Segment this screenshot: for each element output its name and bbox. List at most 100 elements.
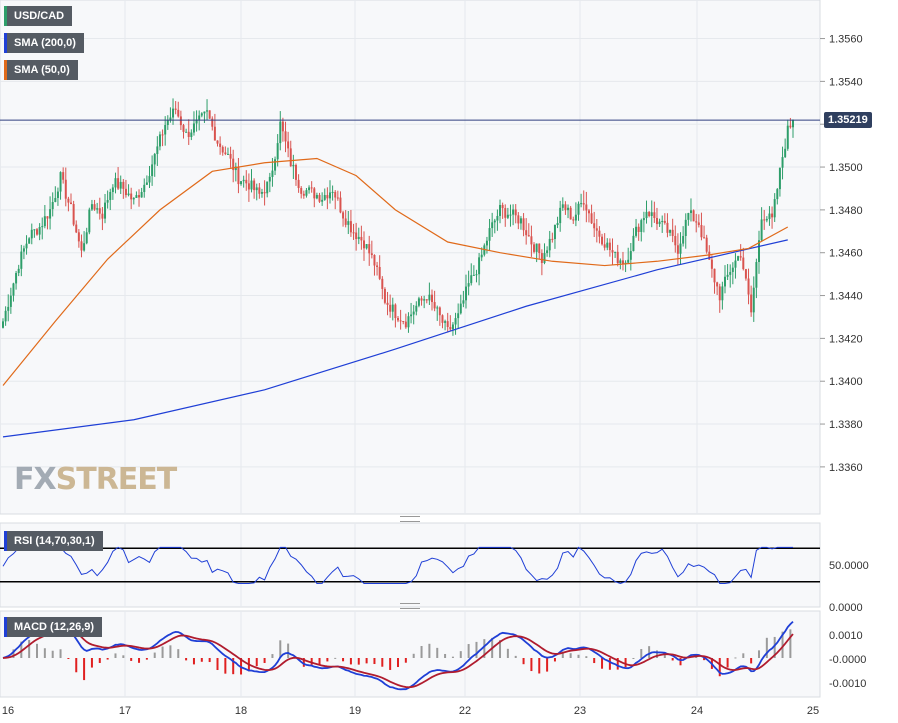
- candle-190: [499, 199, 502, 224]
- candle-body-248: [650, 212, 653, 217]
- candle-244: [640, 218, 643, 242]
- candle-21: [56, 187, 59, 206]
- candle-body-153: [402, 320, 405, 322]
- candle-102: [268, 172, 271, 193]
- candle-body-67: [177, 109, 180, 117]
- candle-body-129: [339, 197, 342, 213]
- candle-136: [357, 227, 360, 245]
- candle-175: [459, 294, 462, 315]
- macd-hist-bar-130: [342, 658, 345, 662]
- candle-body-37: [98, 208, 101, 214]
- candle-147: [386, 291, 389, 316]
- candle-body-216: [567, 207, 570, 211]
- candle-135: [355, 222, 358, 251]
- candle-267: [700, 212, 703, 241]
- candle-27: [72, 200, 75, 227]
- candle-288: [755, 258, 758, 299]
- legend-usdcad-label: USD/CAD: [14, 10, 65, 22]
- macd-line: [2, 620, 794, 691]
- candle-body-63: [166, 120, 169, 126]
- candle-159: [417, 296, 420, 308]
- candle-262: [687, 212, 690, 226]
- candle-108: [284, 121, 287, 153]
- candle-165: [433, 290, 436, 312]
- candle-body-111: [292, 164, 295, 167]
- candle-279: [731, 262, 734, 285]
- candle-158: [415, 301, 418, 316]
- candle-185: [485, 236, 488, 254]
- candle-body-64: [169, 117, 172, 121]
- x-tick-label-18: 18: [235, 705, 247, 717]
- pane-resize-handle-2[interactable]: [400, 603, 420, 609]
- candle-body-176: [462, 300, 465, 304]
- candle-body-265: [695, 221, 698, 223]
- candle-1: [4, 306, 7, 326]
- candle-133: [349, 209, 352, 237]
- candle-body-1: [4, 310, 7, 322]
- candle-291: [763, 209, 766, 230]
- candle-body-275: [721, 286, 724, 301]
- candle-164: [431, 289, 434, 311]
- candle-97: [255, 183, 258, 201]
- candle-218: [572, 216, 575, 224]
- candle-225: [590, 204, 593, 225]
- candle-body-29: [77, 232, 80, 242]
- candle-243: [637, 223, 640, 241]
- candle-139: [365, 244, 368, 250]
- candle-body-297: [778, 167, 781, 190]
- candle-72: [190, 129, 193, 141]
- candle-83: [219, 136, 222, 155]
- candle-271: [710, 255, 713, 278]
- candle-126: [331, 185, 334, 201]
- candle-body-180: [472, 274, 475, 276]
- candle-body-77: [203, 111, 206, 114]
- legend-sma50[interactable]: SMA (50,0): [4, 60, 78, 80]
- macd-hist-bar-154: [404, 658, 407, 663]
- candle-195: [512, 204, 515, 226]
- candle-260: [682, 226, 685, 247]
- candle-body-102: [268, 176, 271, 182]
- candle-148: [389, 294, 392, 318]
- candle-body-32: [85, 232, 88, 244]
- macd-hist-bar-268: [703, 658, 706, 661]
- candle-body-246: [645, 211, 648, 219]
- candle-body-38: [101, 213, 104, 219]
- legend-usdcad[interactable]: USD/CAD: [4, 6, 73, 26]
- candle-body-14: [38, 227, 41, 235]
- candle-body-119: [313, 188, 316, 199]
- candle-172: [451, 322, 454, 336]
- x-tick-label-19: 19: [349, 705, 361, 717]
- candle-body-105: [276, 143, 279, 160]
- candle-208: [546, 246, 549, 257]
- macd-hist-bar-199: [522, 658, 525, 665]
- candle-body-70: [185, 131, 188, 133]
- candle-19: [51, 192, 54, 217]
- x-tick-label-22: 22: [459, 705, 471, 717]
- candle-183: [480, 247, 483, 262]
- candle-body-19: [51, 202, 54, 210]
- candle-150: [394, 303, 397, 328]
- candle-body-54: [143, 184, 146, 193]
- macd-hist-bar-220: [577, 654, 580, 658]
- candle-299: [784, 138, 787, 158]
- candle-body-280: [734, 260, 737, 268]
- candle-body-231: [606, 242, 609, 248]
- macd-hist-bar-178: [467, 644, 470, 658]
- candle-128: [336, 190, 339, 201]
- legend-sma200[interactable]: SMA (200,0): [4, 33, 84, 53]
- pane-resize-handle-1[interactable]: [400, 516, 420, 522]
- candle-222: [582, 190, 585, 211]
- macd-hist-bar-79: [208, 658, 211, 663]
- candle-body-222: [582, 203, 585, 205]
- candle-20: [54, 186, 57, 203]
- candle-250: [655, 207, 658, 230]
- legend-macd[interactable]: MACD (12,26,9): [4, 617, 103, 637]
- candle-94: [247, 173, 250, 202]
- candle-252: [661, 215, 664, 233]
- legend-rsi[interactable]: RSI (14,70,30,1): [4, 531, 103, 551]
- macd-hist-bar-235: [616, 658, 619, 670]
- macd-hist-bar-4: [12, 649, 15, 658]
- candle-body-253: [663, 220, 666, 223]
- candle-body-59: [156, 146, 159, 155]
